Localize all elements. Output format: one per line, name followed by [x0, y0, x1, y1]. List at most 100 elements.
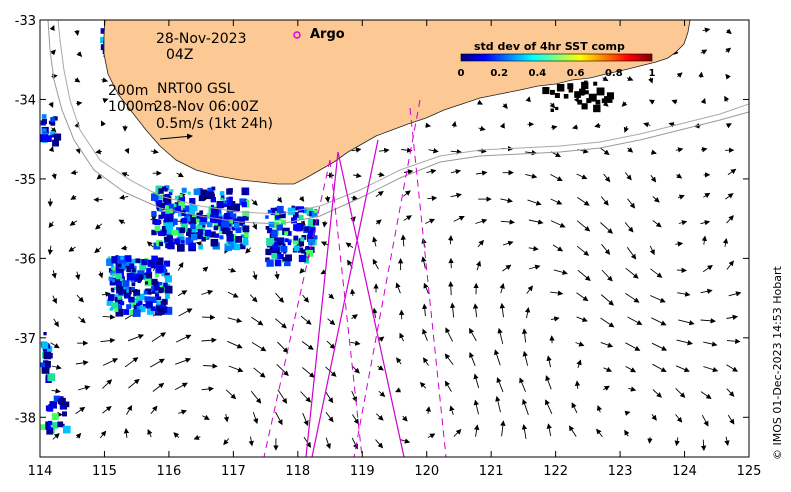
sst-pixel — [106, 258, 114, 266]
sst-pixel — [298, 247, 304, 253]
sst-pixel — [227, 231, 233, 236]
current-vector — [403, 215, 412, 221]
current-vector — [703, 341, 718, 347]
current-vector — [201, 386, 214, 392]
sst-pixel — [200, 232, 207, 239]
sst-pixel — [112, 273, 116, 277]
current-vector — [253, 367, 266, 378]
current-vector — [245, 247, 252, 254]
sst-pixel — [187, 206, 196, 215]
sst-pixel — [124, 285, 129, 290]
current-vector — [203, 363, 218, 369]
sst-pixel — [284, 231, 289, 236]
sst-pixel — [574, 91, 581, 98]
colorbar-tick-label: 0.2 — [490, 68, 508, 79]
sst-pixel — [224, 200, 228, 204]
sst-pixel — [164, 237, 170, 243]
sst-pixel — [228, 223, 232, 227]
current-vector — [724, 95, 730, 102]
current-vector — [375, 413, 384, 421]
current-vector — [650, 295, 666, 303]
current-vector — [700, 49, 708, 55]
sst-pixel — [147, 259, 155, 267]
current-vector — [227, 317, 243, 323]
sst-pixel — [139, 263, 147, 271]
sst-pixel — [49, 401, 57, 409]
current-vector — [573, 96, 580, 103]
current-vector — [497, 327, 504, 345]
lat-tick-label: -38 — [15, 411, 36, 426]
colorbar-tick-label: 0 — [458, 68, 465, 79]
current-vector — [378, 336, 385, 342]
sst-pixel — [47, 346, 53, 352]
current-vector — [502, 264, 512, 272]
current-vector — [349, 288, 356, 296]
current-vector — [76, 51, 83, 57]
current-vector — [100, 120, 106, 127]
current-vector — [396, 357, 402, 365]
sst-pixel — [200, 236, 204, 239]
sst-pixel — [120, 256, 124, 260]
sst-pixel — [177, 196, 186, 204]
current-vector — [624, 410, 631, 416]
current-vector — [402, 415, 408, 422]
current-vector — [725, 28, 732, 35]
sst-pixel — [577, 99, 583, 105]
sst-pixel — [52, 139, 59, 147]
sst-pixel — [115, 273, 122, 280]
current-vector — [576, 359, 582, 369]
sst-pixel — [47, 405, 54, 412]
current-vector — [75, 271, 81, 281]
current-vector — [102, 98, 109, 104]
current-vector — [419, 381, 427, 389]
sst-pixel — [136, 295, 140, 300]
current-vector — [377, 365, 384, 371]
current-vector — [648, 99, 655, 105]
sst-pixel — [165, 219, 170, 224]
current-vector — [494, 349, 501, 366]
current-vector — [473, 373, 480, 389]
sst-pixel — [298, 240, 304, 247]
current-vector — [676, 72, 683, 78]
sst-pixel — [146, 307, 155, 315]
scale-arrow — [159, 133, 193, 140]
sst-pixel — [231, 239, 237, 245]
current-vector — [427, 433, 436, 439]
current-vector — [75, 432, 82, 439]
sst-pixel — [58, 397, 66, 405]
sst-pixel — [190, 233, 198, 241]
current-vector — [701, 414, 709, 427]
current-vector — [675, 241, 684, 247]
sst-pixel — [209, 231, 216, 238]
sst-pixel — [143, 290, 148, 295]
current-vector — [724, 436, 730, 446]
current-vector — [99, 430, 107, 439]
current-vector — [375, 439, 384, 449]
colorbar-tick-label: 1 — [649, 68, 656, 79]
sst-pixel — [210, 197, 216, 203]
lat-tick-label: -33 — [15, 14, 36, 29]
current-vector — [550, 174, 563, 182]
current-vector — [50, 126, 57, 133]
current-vector — [545, 399, 553, 414]
sst-pixel — [182, 205, 190, 212]
current-vector — [674, 437, 680, 447]
sst-pixel — [265, 248, 272, 256]
credit-label: © IMOS 01-Dec-2023 14:53 Hobart — [771, 265, 784, 460]
sst-pixel — [168, 203, 174, 209]
current-vector — [423, 282, 429, 294]
current-vector — [450, 192, 462, 199]
current-vector — [625, 293, 640, 303]
current-vector — [500, 420, 506, 437]
current-vector — [451, 121, 457, 128]
sst-pixel — [304, 247, 309, 251]
sst-pixel — [181, 217, 188, 224]
isobath-1000m — [47, 20, 749, 225]
current-vector — [101, 77, 109, 83]
sst-pixel — [287, 241, 292, 246]
sst-pixel — [177, 236, 185, 244]
current-vector — [399, 332, 405, 342]
current-vector — [550, 220, 566, 228]
current-vector — [351, 314, 358, 320]
sst-pixel — [53, 116, 58, 121]
